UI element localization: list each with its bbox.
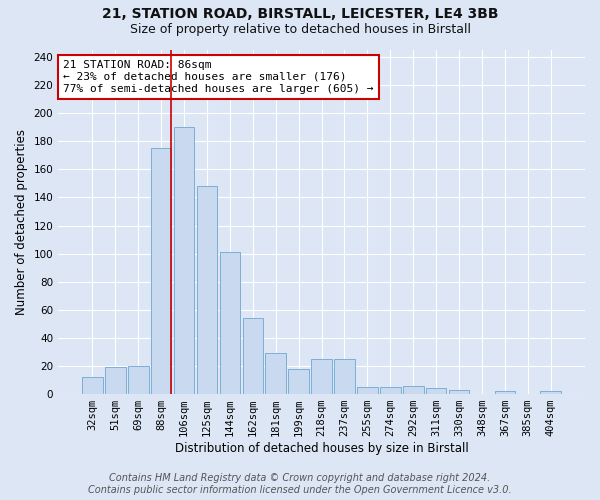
Bar (541, 392, 561, 394)
Text: Size of property relative to detached houses in Birstall: Size of property relative to detached ho… (130, 22, 470, 36)
Bar (197, 186, 217, 394)
Bar (449, 390, 469, 394)
Bar (220, 252, 240, 394)
Bar (289, 369, 309, 394)
Bar (151, 148, 172, 394)
Bar (82, 377, 103, 394)
Bar (265, 354, 286, 394)
X-axis label: Distribution of detached houses by size in Birstall: Distribution of detached houses by size … (175, 442, 469, 455)
Bar (311, 359, 332, 394)
Bar (380, 387, 401, 394)
Bar (334, 359, 355, 394)
Text: 21 STATION ROAD: 86sqm
← 23% of detached houses are smaller (176)
77% of semi-de: 21 STATION ROAD: 86sqm ← 23% of detached… (64, 60, 374, 94)
Bar (174, 127, 194, 394)
Text: 21, STATION ROAD, BIRSTALL, LEICESTER, LE4 3BB: 21, STATION ROAD, BIRSTALL, LEICESTER, L… (102, 8, 498, 22)
Text: Contains HM Land Registry data © Crown copyright and database right 2024.
Contai: Contains HM Land Registry data © Crown c… (88, 474, 512, 495)
Bar (403, 386, 424, 394)
Bar (105, 368, 125, 394)
Bar (357, 387, 378, 394)
Bar (426, 388, 446, 394)
Y-axis label: Number of detached properties: Number of detached properties (15, 129, 28, 315)
Bar (128, 366, 149, 394)
Bar (242, 318, 263, 394)
Bar (494, 392, 515, 394)
